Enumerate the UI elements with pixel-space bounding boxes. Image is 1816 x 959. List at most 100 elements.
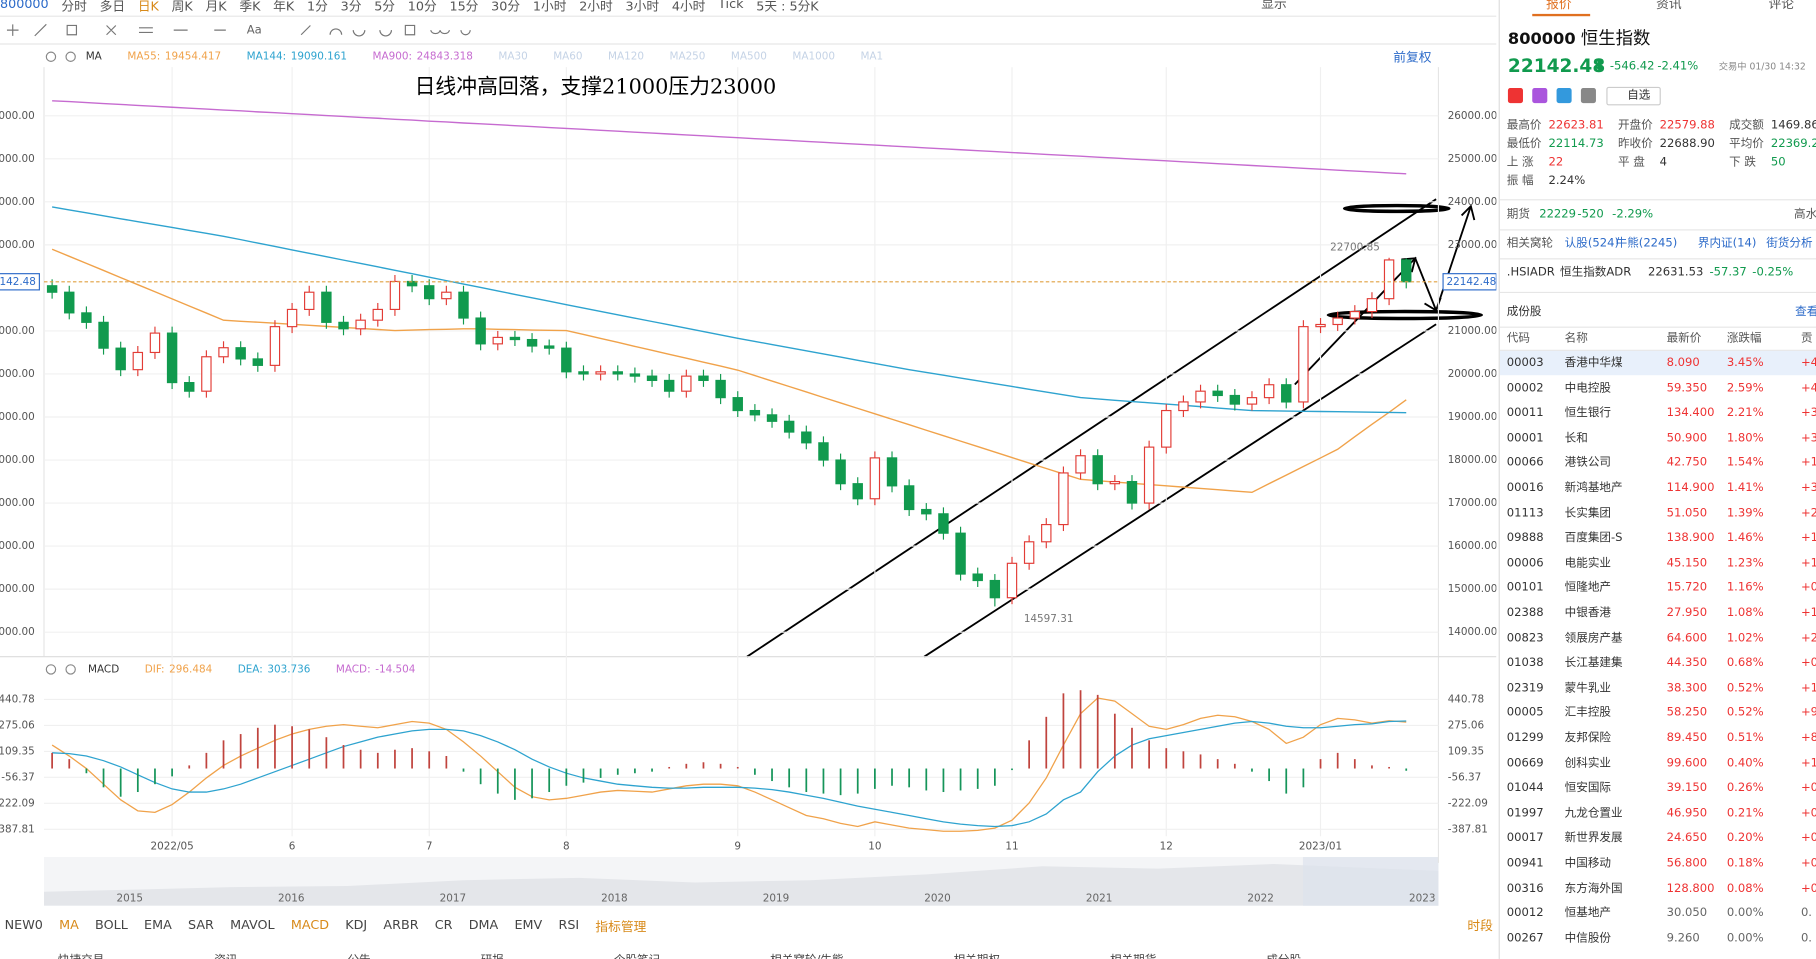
row-name[interactable]: 长江基建集 (1564, 656, 1623, 670)
panel-tab[interactable]: 相关期权 (954, 950, 1000, 959)
row-code[interactable]: 01038 (1506, 656, 1544, 670)
tool-icons[interactable] (34, 23, 471, 37)
watch-button[interactable] (1606, 86, 1661, 106)
indicator-tab[interactable]: MAVOL (230, 917, 275, 933)
row-code[interactable]: 01299 (1506, 731, 1544, 745)
panel-tab[interactable]: 研报 (481, 950, 504, 959)
period-tab[interactable]: Tick (718, 0, 744, 12)
indicator-tab[interactable]: BOLL (95, 917, 128, 933)
indicator-tab[interactable]: KDJ (345, 917, 368, 933)
close-icon[interactable] (65, 664, 76, 675)
period-tab[interactable]: 多日 (99, 0, 126, 14)
tag-icon[interactable] (1507, 88, 1523, 104)
period-tab[interactable]: 10分 (407, 0, 437, 14)
row-name[interactable]: 恒生银行 (1564, 406, 1612, 420)
period-tab[interactable]: 4小时 (671, 0, 706, 14)
row-name[interactable]: 中银香港 (1564, 606, 1612, 620)
row-code[interactable]: 00012 (1506, 907, 1544, 920)
row-code[interactable]: 00003 (1506, 356, 1544, 370)
row-name[interactable]: 友邦保险 (1564, 731, 1612, 745)
row-name[interactable]: 香港中华煤 (1564, 356, 1623, 370)
period-tab[interactable]: 季K (239, 0, 261, 14)
indicator-tab[interactable]: NEW0 (4, 917, 43, 933)
panel-tab[interactable]: 相关期货 (1110, 950, 1156, 959)
period-tab[interactable]: 5天 : 5分K (756, 0, 819, 14)
period-tab[interactable]: 分时 (61, 0, 87, 14)
row-code[interactable]: 09888 (1506, 531, 1544, 545)
row-name[interactable]: 中电控股 (1564, 381, 1612, 395)
period-tab[interactable]: 2小时 (579, 0, 613, 14)
row-code[interactable]: 00941 (1506, 857, 1544, 870)
warrant-link[interactable]: 界内证(14) (1697, 237, 1757, 251)
row-name[interactable]: 中国移动 (1564, 857, 1612, 870)
row-code[interactable]: 00669 (1506, 756, 1544, 770)
period-tab[interactable]: 月K (205, 0, 227, 14)
row-name[interactable]: 电能实业 (1564, 556, 1612, 570)
indicator-tab[interactable]: MA (59, 917, 79, 933)
row-name[interactable]: 港铁公司 (1564, 456, 1612, 470)
row-code[interactable]: 01044 (1506, 781, 1544, 795)
indicator-tab[interactable]: SAR (188, 917, 214, 933)
period-tab[interactable]: 3分 (340, 0, 362, 14)
row-code[interactable]: 00002 (1506, 381, 1544, 395)
column-header[interactable]: 代码 (1506, 332, 1530, 346)
period-tab[interactable]: 日K (137, 0, 159, 14)
panel-tab[interactable]: 资讯 (214, 950, 237, 959)
row-code[interactable]: 02319 (1506, 681, 1544, 695)
indicator-tab[interactable]: DMA (468, 917, 499, 933)
panel-tab[interactable]: 快捷交易 (58, 950, 104, 959)
row-name[interactable]: 长实集团 (1564, 506, 1612, 520)
period-tab[interactable]: 30分 (491, 0, 521, 14)
row-name[interactable]: 创科实业 (1564, 756, 1612, 770)
row-code[interactable]: 00101 (1506, 581, 1544, 595)
period-tab[interactable]: 年K (273, 0, 295, 14)
row-name[interactable]: 恒安国际 (1564, 781, 1612, 795)
row-name[interactable]: 恒隆地产 (1564, 581, 1612, 595)
column-header[interactable]: 贡 (1800, 332, 1813, 346)
warrant-link[interactable]: 认股(524) (1564, 237, 1619, 251)
row-name[interactable]: 百度集团-S (1564, 531, 1623, 545)
period-tab[interactable]: 周K (171, 0, 193, 14)
row-name[interactable]: 恒基地产 (1564, 907, 1612, 920)
row-name[interactable]: 领展房产基 (1564, 631, 1623, 645)
row-name[interactable]: 新世界发展 (1564, 832, 1623, 845)
indicator-tab[interactable]: EMA (144, 917, 172, 933)
constituents-more[interactable]: 查看 (1795, 305, 1816, 319)
row-code[interactable]: 00005 (1506, 706, 1544, 720)
quote-tab[interactable]: 资讯 (1656, 0, 1682, 12)
row-name[interactable]: 长和 (1564, 431, 1588, 445)
tag-icon[interactable] (1532, 88, 1548, 104)
row-name[interactable]: 蒙牛乳业 (1564, 681, 1612, 695)
row-code[interactable]: 00001 (1506, 431, 1544, 445)
quote-tab[interactable]: 报价 (1546, 0, 1572, 12)
crosshair-icon[interactable] (6, 24, 19, 36)
tag-icon[interactable] (1556, 88, 1572, 104)
panel-tab[interactable]: 相关窝轮/牛熊 (770, 950, 843, 959)
row-code[interactable]: 00011 (1506, 406, 1544, 420)
row-code[interactable]: 01113 (1506, 506, 1544, 520)
period-tab[interactable]: 5分 (374, 0, 396, 14)
period-tab[interactable]: 15分 (449, 0, 479, 14)
quote-tab[interactable]: 评论 (1768, 0, 1794, 12)
row-code[interactable]: 00267 (1506, 932, 1544, 945)
period-tab[interactable]: 800000 (0, 0, 49, 12)
indicator-tab[interactable]: CR (434, 917, 453, 933)
panel-tab[interactable]: 公告 (347, 950, 370, 959)
text-tool[interactable]: Aa (247, 23, 262, 37)
warrant-link[interactable]: 街货分析 (1766, 237, 1813, 251)
row-name[interactable]: 九龙仓置业 (1564, 807, 1623, 820)
settings-icon[interactable] (45, 51, 57, 62)
indicator-tab[interactable]: ARBR (383, 917, 419, 933)
display-menu[interactable]: 显示 (1261, 0, 1287, 12)
row-name[interactable]: 东方海外国 (1564, 882, 1623, 895)
indicator-tab[interactable]: EMV (514, 917, 543, 933)
row-code[interactable]: 00017 (1506, 832, 1544, 845)
row-code[interactable]: 00016 (1506, 481, 1544, 495)
column-header[interactable]: 名称 (1564, 332, 1588, 346)
period-tab[interactable]: 3小时 (625, 0, 660, 14)
row-code[interactable]: 00066 (1506, 456, 1544, 470)
indicator-tab[interactable]: 指标管理 (595, 919, 647, 935)
row-name[interactable]: 汇丰控股 (1564, 706, 1612, 720)
row-name[interactable]: 新鸿基地产 (1564, 481, 1623, 495)
column-header[interactable]: 涨跌幅 (1726, 332, 1762, 346)
